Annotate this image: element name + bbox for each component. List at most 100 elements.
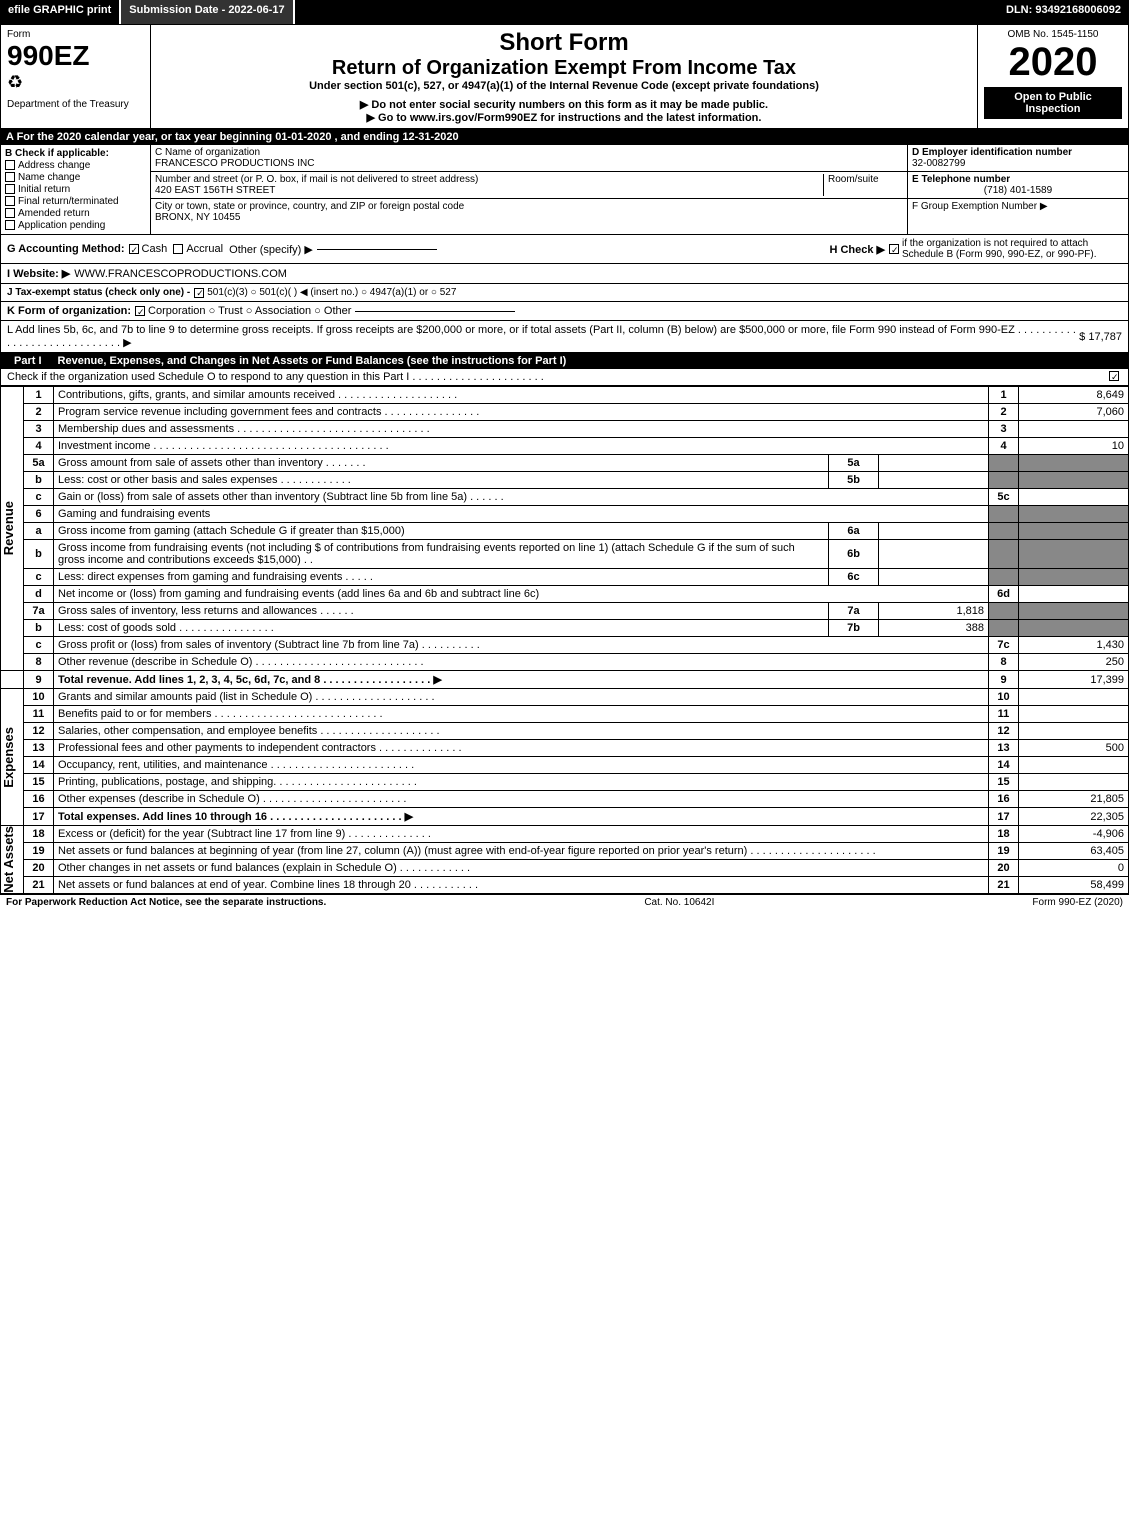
line-desc: Contributions, gifts, grants, and simila…	[54, 387, 989, 404]
row-l: L Add lines 5b, 6c, and 7b to line 9 to …	[0, 321, 1129, 353]
j-opts: 501(c)(3) ○ 501(c)( ) ◀ (insert no.) ○ 4…	[207, 287, 456, 298]
section-a-bar: A For the 2020 calendar year, or tax yea…	[0, 129, 1129, 145]
table-row: 11Benefits paid to or for members . . . …	[1, 706, 1129, 723]
under-section: Under section 501(c), 527, or 4947(a)(1)…	[157, 80, 971, 92]
table-row: 17Total expenses. Add lines 10 through 1…	[1, 808, 1129, 826]
cb-amended-return[interactable]: Amended return	[5, 208, 146, 219]
table-row: 14Occupancy, rent, utilities, and mainte…	[1, 757, 1129, 774]
netassets-side-label: Net Assets	[1, 826, 23, 893]
cb-schedule-o[interactable]	[1109, 371, 1119, 381]
table-row: aGross income from gaming (attach Schedu…	[1, 523, 1129, 540]
tax-year: 2020	[984, 40, 1122, 85]
footer-mid: Cat. No. 10642I	[644, 897, 714, 908]
table-row: 6Gaming and fundraising events	[1, 506, 1129, 523]
cb-corporation[interactable]	[135, 306, 145, 316]
room-label: Room/suite	[823, 174, 903, 196]
part1-check-o: Check if the organization used Schedule …	[0, 369, 1129, 386]
return-title: Return of Organization Exempt From Incom…	[157, 57, 971, 80]
table-row: bLess: cost of goods sold . . . . . . . …	[1, 620, 1129, 637]
open-public-badge: Open to Public Inspection	[984, 87, 1122, 119]
ein-value: 32-0082799	[912, 158, 1124, 169]
cb-cash[interactable]	[129, 244, 139, 254]
footer-right: Form 990-EZ (2020)	[1032, 897, 1123, 908]
submission-date-button[interactable]: Submission Date - 2022-06-17	[121, 0, 294, 24]
cb-application-pending[interactable]: Application pending	[5, 220, 146, 231]
group-label: F Group Exemption Number ▶	[912, 201, 1124, 212]
table-row: 19Net assets or fund balances at beginni…	[1, 843, 1129, 860]
g-label: G Accounting Method:	[7, 243, 125, 255]
website-value[interactable]: WWW.FRANCESCOPRODUCTIONS.COM	[74, 268, 287, 280]
table-row: 9Total revenue. Add lines 1, 2, 3, 4, 5c…	[1, 671, 1129, 689]
cb-501c3[interactable]	[194, 288, 204, 298]
table-row: 16Other expenses (describe in Schedule O…	[1, 791, 1129, 808]
cb-accrual[interactable]	[173, 244, 183, 254]
form-number: 990EZ	[7, 40, 144, 72]
table-row: Net Assets 18Excess or (deficit) for the…	[1, 826, 1129, 843]
accrual-text: Accrual	[186, 243, 223, 255]
row-j: J Tax-exempt status (check only one) - 5…	[0, 284, 1129, 302]
table-row: 20Other changes in net assets or fund ba…	[1, 860, 1129, 877]
k-opts: Corporation ○ Trust ○ Association ○ Othe…	[148, 305, 351, 317]
addr-cell: Number and street (or P. O. box, if mail…	[151, 172, 907, 199]
form-title-cell: Short Form Return of Organization Exempt…	[151, 25, 978, 128]
table-row: cGross profit or (loss) from sales of in…	[1, 637, 1129, 654]
info-grid: B Check if applicable: Address change Na…	[0, 145, 1129, 235]
k-other-input[interactable]	[355, 311, 515, 312]
table-row: cGain or (loss) from sale of assets othe…	[1, 489, 1129, 506]
row-k: K Form of organization: Corporation ○ Tr…	[0, 302, 1129, 321]
topbar-spacer	[295, 0, 998, 24]
table-row: 13Professional fees and other payments t…	[1, 740, 1129, 757]
line-val: 8,649	[1019, 387, 1129, 404]
table-row: Revenue 1Contributions, gifts, grants, a…	[1, 387, 1129, 404]
cb-initial-return[interactable]: Initial return	[5, 184, 146, 195]
line-num: 1	[24, 387, 54, 404]
table-row: 7aGross sales of inventory, less returns…	[1, 603, 1129, 620]
recycle-icon: ♻	[7, 72, 144, 93]
table-row: 21Net assets or fund balances at end of …	[1, 877, 1129, 894]
part1-header: Part I Revenue, Expenses, and Changes in…	[0, 353, 1129, 369]
cb-h[interactable]	[889, 244, 899, 254]
table-row: 2Program service revenue including gover…	[1, 404, 1129, 421]
form-header: Form 990EZ ♻ Department of the Treasury …	[0, 24, 1129, 129]
i-label: I Website: ▶	[7, 267, 70, 280]
tel-label: E Telephone number	[912, 174, 1124, 185]
table-row: 8Other revenue (describe in Schedule O) …	[1, 654, 1129, 671]
form-id-cell: Form 990EZ ♻ Department of the Treasury	[1, 25, 151, 128]
h-text: if the organization is not required to a…	[902, 238, 1122, 260]
goto-link[interactable]: ▶ Go to www.irs.gov/Form990EZ for instru…	[157, 111, 971, 124]
table-row: bGross income from fundraising events (n…	[1, 540, 1129, 569]
table-row: 5aGross amount from sale of assets other…	[1, 455, 1129, 472]
part1-heading: Revenue, Expenses, and Changes in Net As…	[58, 355, 567, 367]
cb-address-change[interactable]: Address change	[5, 160, 146, 171]
section-b-title: B Check if applicable:	[5, 148, 146, 159]
cb-final-return[interactable]: Final return/terminated	[5, 196, 146, 207]
expenses-side-label: Expenses	[1, 727, 23, 788]
efile-print-button[interactable]: efile GRAPHIC print	[0, 0, 121, 24]
city-cell: City or town, state or province, country…	[151, 199, 907, 225]
row-g-h: G Accounting Method: Cash Accrual Other …	[0, 235, 1129, 264]
group-cell: F Group Exemption Number ▶	[908, 199, 1128, 214]
tel-cell: E Telephone number (718) 401-1589	[908, 172, 1128, 199]
tel-value: (718) 401-1589	[912, 185, 1124, 196]
org-name-label: C Name of organization	[155, 147, 903, 158]
table-row: dNet income or (loss) from gaming and fu…	[1, 586, 1129, 603]
part1-num: Part I	[6, 355, 50, 367]
addr-value: 420 EAST 156TH STREET	[155, 185, 823, 196]
other-input[interactable]	[317, 249, 437, 250]
short-form-title: Short Form	[157, 29, 971, 57]
table-row: 12Salaries, other compensation, and empl…	[1, 723, 1129, 740]
form-year-cell: OMB No. 1545-1150 2020 Open to Public In…	[978, 25, 1128, 128]
footer: For Paperwork Reduction Act Notice, see …	[0, 894, 1129, 910]
omb-number: OMB No. 1545-1150	[984, 29, 1122, 40]
row-i: I Website: ▶ WWW.FRANCESCOPRODUCTIONS.CO…	[0, 264, 1129, 284]
other-text: Other (specify) ▶	[229, 243, 313, 256]
section-c: C Name of organization FRANCESCO PRODUCT…	[151, 145, 908, 234]
j-label: J Tax-exempt status (check only one) -	[7, 287, 190, 298]
h-label: H Check ▶	[829, 243, 885, 256]
cb-name-change[interactable]: Name change	[5, 172, 146, 183]
part1-table: Revenue 1Contributions, gifts, grants, a…	[0, 386, 1129, 894]
table-row: bLess: cost or other basis and sales exp…	[1, 472, 1129, 489]
table-row: 4Investment income . . . . . . . . . . .…	[1, 438, 1129, 455]
table-row: Expenses 10Grants and similar amounts pa…	[1, 689, 1129, 706]
l-amount: $ 17,787	[1079, 331, 1122, 343]
